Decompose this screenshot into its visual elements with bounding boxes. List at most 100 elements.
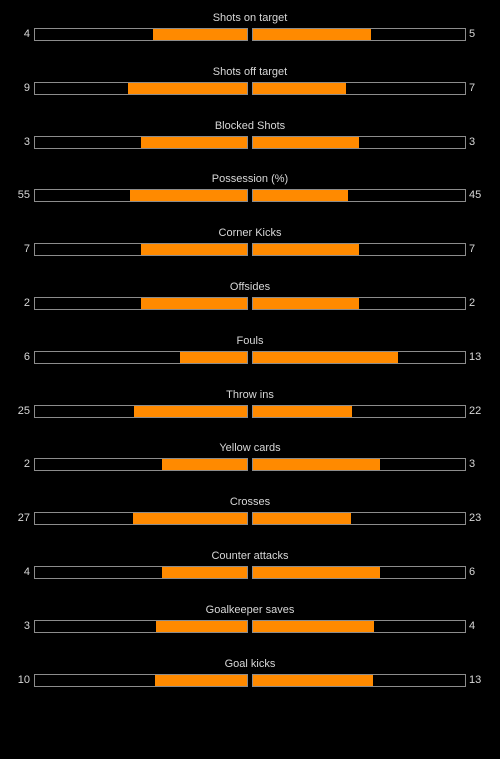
away-bar-fill <box>253 513 351 525</box>
home-bar-fill <box>141 244 247 256</box>
home-bar <box>34 458 248 472</box>
away-bar <box>252 135 466 149</box>
home-value: 27 <box>17 512 30 525</box>
away-bar <box>252 673 466 687</box>
home-value: 2 <box>23 296 30 309</box>
stat-title: Fouls <box>236 334 264 347</box>
home-bar-fill <box>154 674 247 686</box>
home-bar-fill <box>162 566 247 578</box>
stat-bars: 25 22 <box>0 404 500 418</box>
stat-row-throw-ins: Throw ins 25 22 <box>0 388 500 442</box>
stat-bars: 3 3 <box>0 135 500 149</box>
stat-row-crosses: Crosses 27 23 <box>0 495 500 549</box>
away-value: 5 <box>469 28 476 40</box>
home-value: 55 <box>17 189 30 202</box>
away-bar <box>252 350 466 364</box>
home-bar <box>34 189 248 203</box>
stat-row-possession: Possession (%) 55 45 <box>0 172 500 226</box>
home-bar <box>34 350 248 364</box>
away-bar-fill <box>253 620 375 632</box>
home-bar <box>34 81 248 95</box>
home-value: 4 <box>23 28 30 40</box>
stat-row-shots-off-target: Shots off target 9 7 <box>0 65 500 119</box>
away-bar <box>252 404 466 418</box>
away-value: 6 <box>469 565 476 578</box>
away-bar <box>252 565 466 579</box>
away-value: 13 <box>469 673 482 686</box>
stat-title: Goalkeeper saves <box>205 603 295 616</box>
stat-title: Shots on target <box>212 12 288 24</box>
stat-row-corner-kicks: Corner Kicks 7 7 <box>0 226 500 280</box>
stat-row-yellow-cards: Yellow cards 2 3 <box>0 441 500 495</box>
away-bar-fill <box>253 351 398 363</box>
away-value: 3 <box>469 135 476 148</box>
away-bar-fill <box>253 82 346 94</box>
stat-row-goalkeeper-saves: Goalkeeper saves 3 4 <box>0 603 500 657</box>
away-bar <box>252 512 466 526</box>
match-stats-panel: Shots on target 4 5 Shots off target 9 7… <box>0 11 500 711</box>
home-bar-fill <box>132 513 247 525</box>
home-value: 3 <box>23 135 30 148</box>
home-bar-fill <box>180 351 247 363</box>
home-bar <box>34 243 248 257</box>
stat-bars: 55 45 <box>0 188 500 203</box>
home-value: 2 <box>23 458 30 471</box>
stat-bars: 6 13 <box>0 350 500 364</box>
stat-bars: 27 23 <box>0 511 500 526</box>
stat-title: Goal kicks <box>224 657 276 670</box>
away-value: 22 <box>469 404 482 417</box>
stat-row-fouls: Fouls 6 13 <box>0 334 500 388</box>
stat-title: Throw ins <box>226 388 274 401</box>
away-bar <box>252 28 466 41</box>
home-bar <box>34 673 248 687</box>
home-bar-fill <box>162 459 247 471</box>
home-value: 3 <box>23 619 30 632</box>
stat-title: Corner Kicks <box>218 227 282 240</box>
stat-row-offsides: Offsides 2 2 <box>0 280 500 334</box>
stat-row-counter-attacks: Counter attacks 4 6 <box>0 549 500 603</box>
away-value: 2 <box>469 296 476 309</box>
home-bar-fill <box>156 620 247 632</box>
stat-row-shots-on-target: Shots on target 4 5 <box>0 11 500 65</box>
away-bar <box>252 458 466 472</box>
home-value: 7 <box>23 243 30 256</box>
stat-bars: 4 6 <box>0 565 500 579</box>
home-bar <box>34 619 248 633</box>
away-bar <box>252 81 466 95</box>
stat-title: Crosses <box>229 496 271 509</box>
away-value: 4 <box>469 619 476 632</box>
away-value: 7 <box>469 243 476 256</box>
stat-bars: 10 13 <box>0 673 500 687</box>
home-bar-fill <box>127 82 247 94</box>
stat-title: Possession (%) <box>211 173 289 186</box>
away-value: 13 <box>469 350 482 363</box>
away-value: 23 <box>469 512 482 525</box>
home-bar-fill <box>141 136 247 148</box>
stat-title: Shots off target <box>212 65 288 78</box>
away-value: 3 <box>469 458 476 471</box>
stat-bars: 2 3 <box>0 457 500 472</box>
away-bar-fill <box>253 29 371 40</box>
away-bar-fill <box>253 190 349 202</box>
home-bar <box>34 135 248 149</box>
home-bar-fill <box>130 190 247 202</box>
away-bar <box>252 296 466 310</box>
home-bar <box>34 28 248 41</box>
away-bar-fill <box>253 297 359 309</box>
stat-row-goal-kicks: Goal kicks 10 13 <box>0 657 500 711</box>
away-bar <box>252 189 466 203</box>
home-value: 4 <box>23 565 30 578</box>
stat-title: Blocked Shots <box>214 119 286 132</box>
stat-title: Counter attacks <box>211 549 289 562</box>
home-value: 10 <box>17 673 30 686</box>
home-bar-fill <box>152 29 247 40</box>
away-bar-fill <box>253 566 381 578</box>
away-value: 45 <box>469 189 482 202</box>
stat-bars: 3 4 <box>0 619 500 633</box>
home-bar-fill <box>134 405 247 417</box>
home-value: 25 <box>17 404 30 417</box>
away-bar-fill <box>253 459 381 471</box>
away-bar-fill <box>253 136 359 148</box>
away-bar-fill <box>253 405 353 417</box>
home-value: 6 <box>23 350 30 363</box>
